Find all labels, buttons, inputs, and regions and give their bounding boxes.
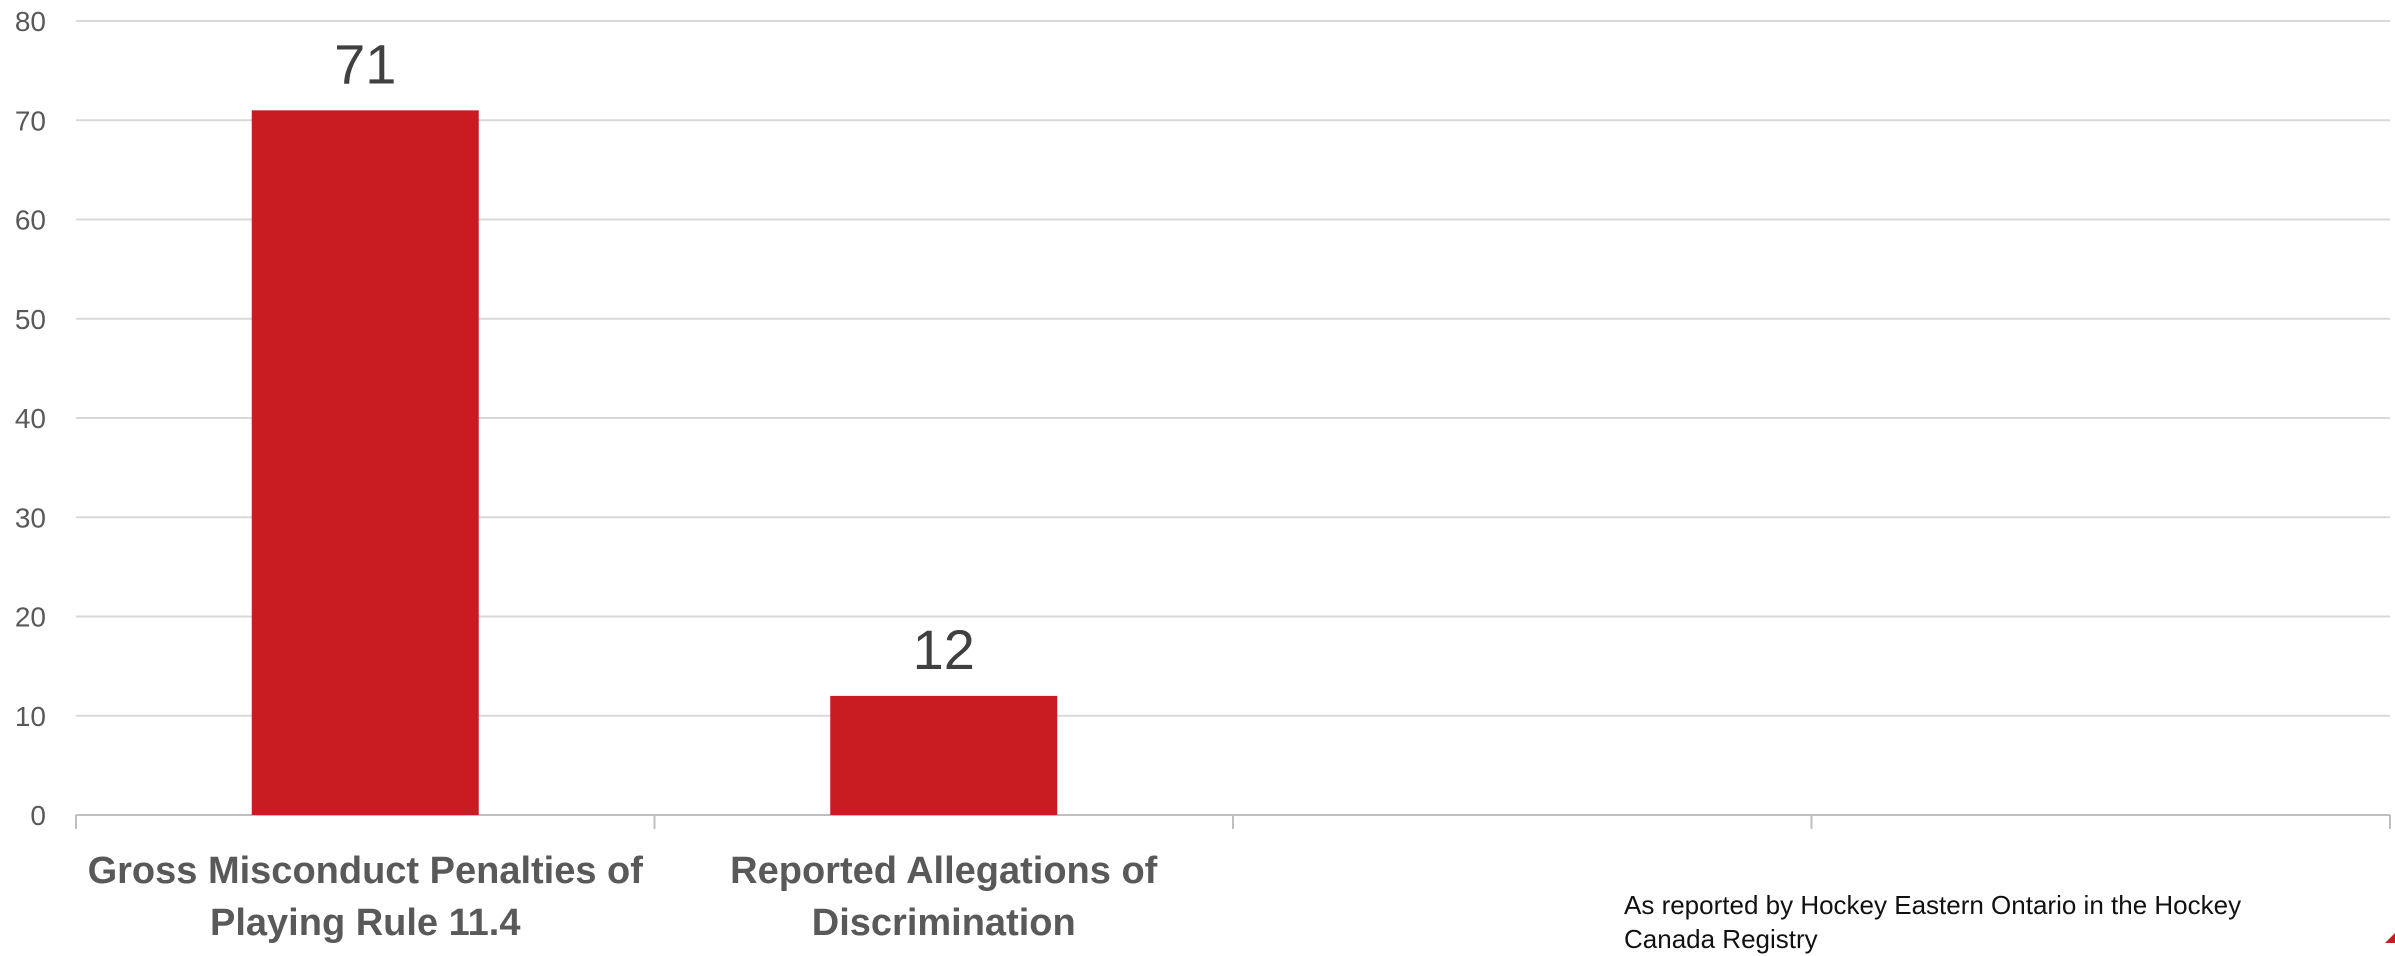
- x-category-label-0-line-0: Gross Misconduct Penalties of: [88, 850, 644, 892]
- bar-1: [830, 695, 1058, 815]
- y-tick-label-30: 30: [15, 502, 46, 533]
- x-category-label-0-line-1: Playing Rule 11.4: [210, 902, 520, 943]
- y-tick-label-70: 70: [15, 105, 46, 136]
- data-label-1: 12: [913, 618, 975, 681]
- x-category-label-1-line-0: Reported Allegations of: [730, 850, 1158, 892]
- bar-0: [251, 110, 479, 815]
- y-tick-label-0: 0: [30, 800, 46, 831]
- y-tick-label-10: 10: [15, 701, 46, 732]
- corner-triangle-icon: [2385, 933, 2395, 943]
- y-tick-label-40: 40: [15, 403, 46, 434]
- y-tick-label-20: 20: [15, 602, 46, 633]
- y-tick-label-80: 80: [15, 6, 46, 37]
- y-tick-label-60: 60: [15, 205, 46, 236]
- x-category-label-1-line-1: Discrimination: [812, 902, 1076, 943]
- y-tick-label-50: 50: [15, 304, 46, 335]
- data-label-0: 71: [334, 32, 396, 95]
- source-note: As reported by Hockey Eastern Ontario in…: [1624, 890, 2242, 954]
